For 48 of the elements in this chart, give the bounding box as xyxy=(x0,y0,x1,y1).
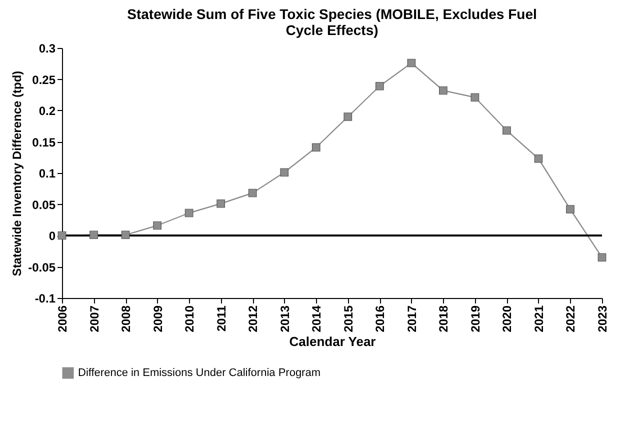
y-axis-title: Statewide Inventory Difference (tpd) xyxy=(10,70,24,276)
point xyxy=(470,93,480,102)
x-tick-label: 2017 xyxy=(404,305,419,332)
x-tick-label: 2013 xyxy=(278,305,292,332)
x-tick-label: 2006 xyxy=(56,305,70,332)
point xyxy=(344,112,352,121)
point xyxy=(184,208,194,218)
x-axis-title: Calendar Year xyxy=(289,334,376,350)
point xyxy=(248,188,257,198)
y-tick-label: 0.25 xyxy=(32,72,56,87)
y-tick-label: 0 xyxy=(48,229,56,243)
y-tick-label: 0.2 xyxy=(38,104,56,118)
point xyxy=(312,143,320,152)
x-tick-label: 2016 xyxy=(373,305,388,332)
y-tick-label: -0.1 xyxy=(34,292,56,306)
point xyxy=(598,253,606,262)
point xyxy=(407,58,416,68)
point xyxy=(439,86,448,95)
x-tick-label: 2008 xyxy=(119,305,134,332)
y-tick-label: 0.1 xyxy=(38,166,56,180)
x-tick-label: 2014 xyxy=(310,305,324,332)
y-tick-label: 0.15 xyxy=(32,135,56,150)
x-tick-label: 2023 xyxy=(596,305,610,332)
x-tick-label: 2019 xyxy=(468,305,482,332)
x-tick-label: 2020 xyxy=(500,305,514,332)
point xyxy=(216,199,225,208)
x-tick-label: 2011 xyxy=(214,305,228,332)
x-tick-label: 2015 xyxy=(341,305,356,332)
legend-label: Difference in Emissions Under California Program xyxy=(78,367,321,379)
y-tick-label: -0.05 xyxy=(28,260,56,274)
point xyxy=(566,205,574,214)
x-tick-label: 2021 xyxy=(532,305,546,332)
point xyxy=(375,82,384,90)
x-tick-label: 2009 xyxy=(150,305,165,332)
x-tick-label: 2010 xyxy=(182,305,197,332)
x-tick-label: 2007 xyxy=(87,305,102,332)
x-tick-label: 2018 xyxy=(436,305,451,332)
x-tick-label: 2022 xyxy=(564,305,578,332)
y-tick-label: 0.05 xyxy=(32,198,56,212)
point xyxy=(280,168,289,177)
point xyxy=(153,221,162,230)
point xyxy=(121,230,130,240)
chart-title: Statewide Sum of Five Toxic Species (MOBILE, Excludes Fuel Cycle Effects) xyxy=(127,6,537,38)
point xyxy=(90,230,98,240)
point xyxy=(534,154,543,163)
y-tick-label: 0.3 xyxy=(38,42,56,56)
point xyxy=(502,126,511,135)
x-tick-label: 2012 xyxy=(246,305,260,332)
